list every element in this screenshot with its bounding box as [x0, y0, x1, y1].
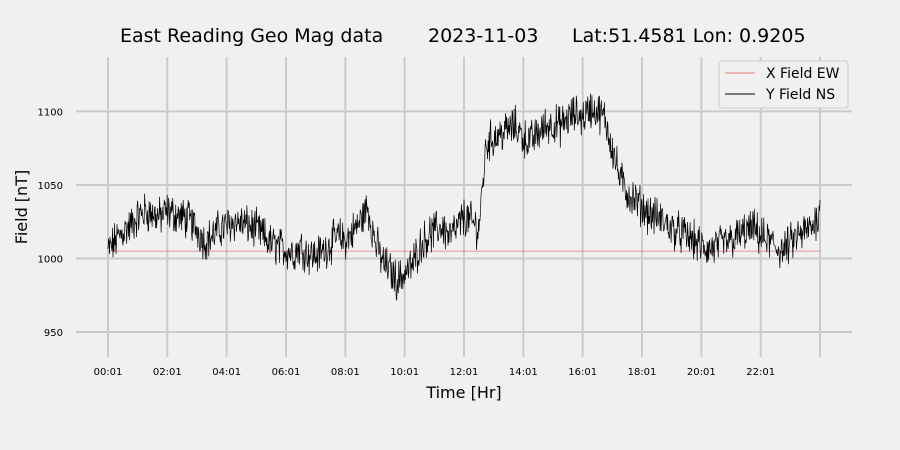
legend: X Field EW Y Field NS [718, 60, 849, 109]
x-tick-label: 02:01 [153, 367, 182, 378]
x-axis-label: Time [Hr] [425, 383, 501, 402]
x-tick-label: 20:01 [687, 367, 716, 378]
x-tick-label: 04:01 [212, 367, 241, 378]
x-tick-label: 00:01 [94, 367, 123, 378]
y-tick-label: 1100 [38, 107, 63, 118]
chart-location: Lat:51.4581 Lon: 0.9205 [572, 25, 806, 47]
y-tick-label: 1000 [38, 254, 63, 265]
legend-label-y-field: Y Field NS [765, 87, 835, 103]
y-axis-label: Field [nT] [12, 170, 31, 244]
series-group [107, 93, 821, 302]
x-tick-label: 14:01 [509, 367, 538, 378]
x-tick-label: 12:01 [450, 367, 479, 378]
series-line-y-field-ns [107, 93, 821, 302]
y-axis-ticks: 950 1000 1050 1100 [38, 107, 63, 339]
x-tick-label: 18:01 [628, 367, 657, 378]
x-tick-label: 16:01 [568, 367, 597, 378]
x-tick-label: 10:01 [390, 367, 419, 378]
x-tick-label: 22:01 [746, 367, 775, 378]
chart-date: 2023-11-03 [428, 25, 538, 47]
chart-title: East Reading Geo Mag data [120, 25, 383, 47]
legend-label-x-field: X Field EW [766, 66, 840, 82]
y-tick-label: 1050 [38, 181, 63, 192]
x-tick-label: 08:01 [331, 367, 360, 378]
y-tick-label: 950 [44, 328, 63, 339]
x-axis-ticks: 00:01 02:01 04:01 06:01 08:01 10:01 12:01 14:01… [94, 367, 775, 378]
x-tick-label: 06:01 [272, 367, 301, 378]
